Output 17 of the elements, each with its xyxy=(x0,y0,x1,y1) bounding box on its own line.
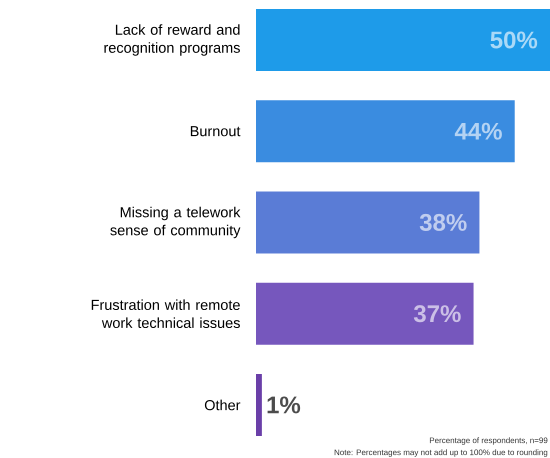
data-label: 44% xyxy=(454,122,502,140)
data-label: 38% xyxy=(420,214,467,231)
annotation: Percentage of respondents, n=99 xyxy=(430,437,548,445)
y-tick-label: Missing a telework sense of community xyxy=(110,206,240,238)
y-tick-label: Frustration with remote work technical issues xyxy=(92,299,240,328)
bar xyxy=(256,191,480,254)
data-label: 50% xyxy=(490,31,538,48)
data-label: 1% xyxy=(268,396,300,414)
y-tick-label: Lack of reward and recognition programs xyxy=(104,24,240,56)
bar xyxy=(256,100,515,162)
bar xyxy=(256,282,474,345)
y-tick-label: Other xyxy=(204,400,240,410)
bar xyxy=(256,374,262,436)
annotation: Note: Percentages may not add up to 100% due to rounding xyxy=(334,449,548,457)
y-tick-label: Burnout xyxy=(190,126,240,136)
data-label: 37% xyxy=(414,305,461,322)
bar xyxy=(256,8,550,71)
